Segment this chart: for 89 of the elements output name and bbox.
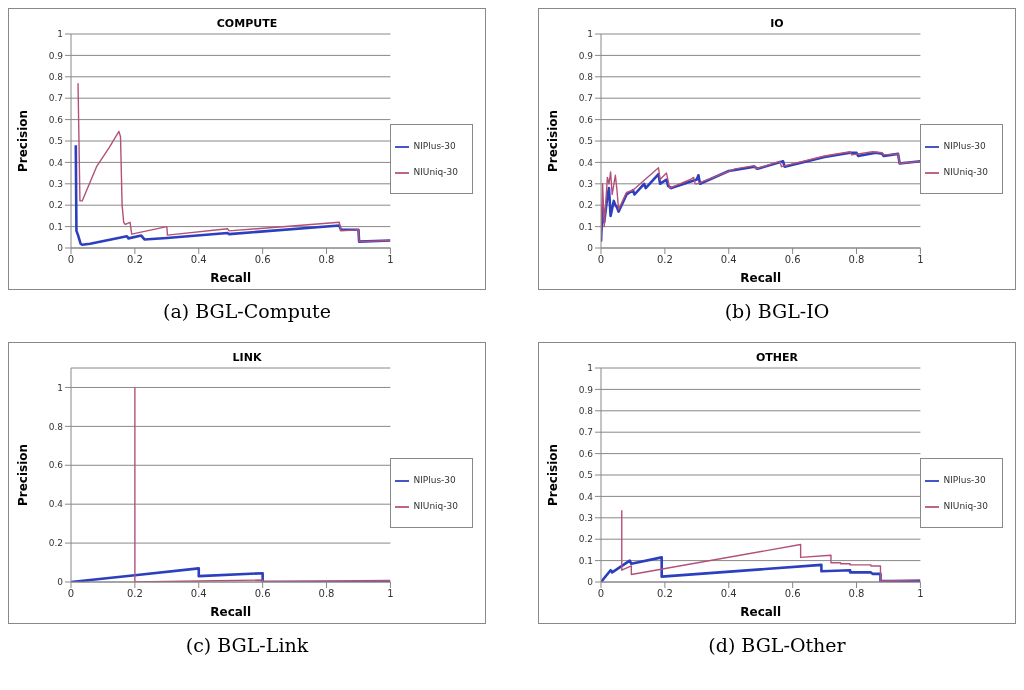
x-tick-label: 1 bbox=[917, 254, 924, 266]
chart-title: IO bbox=[769, 17, 785, 30]
y-axis-title: Precision bbox=[546, 443, 561, 507]
y-tick-label: 0.9 bbox=[578, 384, 594, 395]
y-tick-label: 0.1 bbox=[578, 221, 593, 232]
y-tick-label: 0.2 bbox=[48, 538, 63, 549]
y-tick-label: 0.7 bbox=[578, 427, 593, 438]
legend-label: NIPlus-30 bbox=[943, 141, 986, 151]
y-axis-title: Precision bbox=[16, 109, 31, 173]
x-tick-label: 0.4 bbox=[720, 588, 737, 600]
x-axis-title: Recall bbox=[210, 271, 252, 285]
y-tick-label: 0.3 bbox=[578, 179, 593, 189]
y-tick-label: 0.4 bbox=[578, 491, 594, 502]
y-tick-label: 0.7 bbox=[48, 93, 63, 104]
y-tick-label: 0.2 bbox=[578, 534, 593, 545]
legend-label: NIUniq-30 bbox=[413, 501, 458, 511]
y-tick-label: 0.8 bbox=[578, 405, 594, 416]
chart-title: COMPUTE bbox=[215, 17, 279, 30]
y-axis-title: Precision bbox=[546, 109, 561, 173]
chart-title: OTHER bbox=[754, 351, 799, 364]
y-tick-label: 0.2 bbox=[48, 200, 63, 211]
x-tick-label: 0 bbox=[67, 588, 75, 600]
text: (b) BGL-IO bbox=[723, 300, 831, 322]
x-tick-label: 1 bbox=[387, 254, 394, 266]
x-axis-title: Recall bbox=[210, 605, 252, 619]
x-tick-label: 0.8 bbox=[318, 254, 335, 266]
x-tick-label: 0.6 bbox=[254, 588, 271, 600]
y-tick-label: 0 bbox=[587, 243, 594, 254]
legend-label: NIPlus-30 bbox=[943, 475, 986, 485]
y-tick-label: 1 bbox=[57, 29, 63, 40]
y-tick-label: 0.6 bbox=[578, 448, 594, 459]
text: (d) BGL-Other bbox=[707, 634, 847, 656]
legend-label: NIPlus-30 bbox=[413, 475, 456, 485]
x-tick-label: 0.6 bbox=[254, 254, 271, 266]
text: (c) BGL-Link bbox=[184, 634, 310, 656]
x-tick-label: 0.2 bbox=[126, 588, 143, 600]
x-tick-label: 0.8 bbox=[318, 588, 335, 600]
x-axis-title: Recall bbox=[740, 271, 782, 285]
legend-label: NIUniq-30 bbox=[943, 167, 988, 177]
y-tick-label: 0 bbox=[57, 577, 64, 588]
y-tick-label: 0.5 bbox=[578, 136, 593, 147]
x-tick-label: 0.8 bbox=[848, 588, 865, 600]
y-tick-label: 0.4 bbox=[48, 157, 64, 168]
x-tick-label: 0.2 bbox=[126, 254, 143, 266]
y-tick-label: 0.1 bbox=[578, 555, 593, 566]
y-tick-label: 0.2 bbox=[578, 200, 593, 211]
legend-label: NIUniq-30 bbox=[943, 501, 988, 511]
x-tick-label: 0 bbox=[597, 588, 605, 600]
text: (a) BGL-Compute bbox=[162, 300, 332, 322]
y-tick-label: 1 bbox=[587, 29, 593, 40]
y-tick-label: 0.9 bbox=[578, 50, 594, 61]
x-axis-title: Recall bbox=[740, 605, 782, 619]
line-series bbox=[621, 509, 921, 582]
legend-label: NIUniq-30 bbox=[413, 167, 458, 177]
x-tick-label: 0.4 bbox=[190, 588, 207, 600]
y-tick-label: 0.4 bbox=[578, 157, 594, 168]
y-tick-label: 0.8 bbox=[578, 71, 594, 82]
x-tick-label: 0.4 bbox=[190, 254, 207, 266]
y-tick-label: 0.8 bbox=[48, 421, 64, 432]
y-tick-label: 0.5 bbox=[578, 470, 593, 481]
y-tick-label: 0.6 bbox=[48, 114, 64, 125]
y-tick-label: 0.3 bbox=[578, 512, 593, 523]
y-tick-label: 1 bbox=[57, 382, 63, 393]
legend-label: NIPlus-30 bbox=[413, 141, 456, 151]
y-tick-label: 0.3 bbox=[48, 179, 63, 189]
x-tick-label: 0.2 bbox=[656, 254, 673, 266]
y-tick-label: 0.8 bbox=[48, 71, 64, 82]
y-tick-label: 0.7 bbox=[578, 93, 593, 104]
line-series bbox=[77, 82, 391, 243]
y-tick-label: 0.6 bbox=[48, 460, 64, 471]
y-tick-label: 0.1 bbox=[48, 221, 63, 232]
x-tick-label: 0.2 bbox=[656, 588, 673, 600]
y-tick-label: 1 bbox=[587, 363, 593, 374]
y-tick-label: 0.6 bbox=[578, 114, 594, 125]
x-tick-label: 1 bbox=[917, 588, 924, 600]
x-tick-label: 0 bbox=[597, 254, 605, 266]
y-tick-label: 0.5 bbox=[48, 136, 63, 147]
y-tick-label: 0 bbox=[57, 243, 64, 254]
y-tick-label: 0.9 bbox=[48, 50, 64, 61]
x-tick-label: 0.6 bbox=[784, 254, 801, 266]
x-tick-label: 0.6 bbox=[784, 588, 801, 600]
chart-title: LINK bbox=[231, 351, 263, 364]
y-tick-label: 0 bbox=[587, 577, 594, 588]
x-tick-label: 0.8 bbox=[848, 254, 865, 266]
x-tick-label: 1 bbox=[387, 588, 394, 600]
x-tick-label: 0.4 bbox=[720, 254, 737, 266]
y-tick-label: 0.4 bbox=[48, 499, 64, 510]
x-tick-label: 0 bbox=[67, 254, 75, 266]
y-axis-title: Precision bbox=[16, 443, 31, 507]
